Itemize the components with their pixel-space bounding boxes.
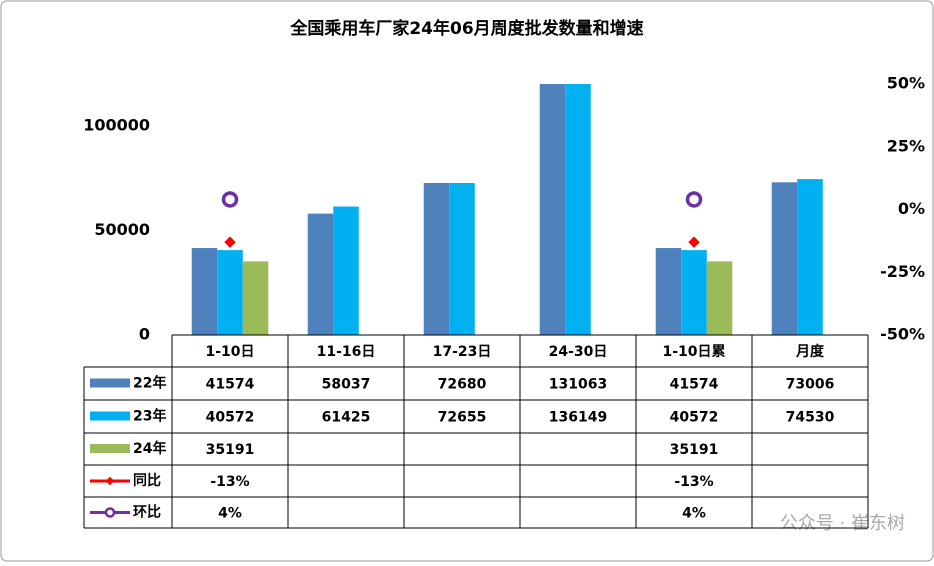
bar <box>333 206 359 335</box>
table-cell: -13% <box>210 474 249 490</box>
table-cell: 40572 <box>206 410 255 426</box>
x-tick-label: 月度 <box>795 343 825 360</box>
marker <box>221 191 239 208</box>
table-cell: 61425 <box>322 410 371 426</box>
bar <box>539 84 566 335</box>
bar <box>771 182 798 335</box>
watermark: 公众号 · 崔东树 <box>780 513 905 534</box>
table-cell: 131063 <box>549 377 607 393</box>
bar <box>423 182 450 335</box>
legend-label: 23年 <box>133 408 166 425</box>
marker <box>224 236 236 248</box>
table-cell: 4% <box>682 506 706 522</box>
table-cell: 4% <box>218 506 242 522</box>
y-tick-label: 50000 <box>94 220 150 239</box>
legend-key <box>90 411 130 421</box>
legend-label: 环比 <box>133 504 161 521</box>
y2-tick-label: 25% <box>887 136 925 155</box>
bar <box>242 261 269 335</box>
table-cell: 41574 <box>670 377 719 393</box>
bar <box>655 248 682 335</box>
bar <box>217 250 243 335</box>
legend-key <box>90 378 130 388</box>
marker <box>685 191 703 208</box>
table-cell: 35191 <box>670 442 719 458</box>
table-cell: 73006 <box>786 377 835 393</box>
y2-tick-label: -25% <box>880 262 925 281</box>
x-tick-label: 1-10日 <box>205 344 254 360</box>
legend-key <box>104 507 116 518</box>
x-tick-label: 1-10日累 <box>662 344 725 360</box>
y-tick-label: 100000 <box>83 115 150 134</box>
table-cell: 72655 <box>438 410 487 426</box>
table-cell: 41574 <box>206 377 255 393</box>
x-tick-label: 17-23日 <box>433 344 492 360</box>
legend-label: 22年 <box>133 375 166 392</box>
plot-area <box>191 84 823 335</box>
marker <box>688 236 700 248</box>
bar <box>565 84 591 335</box>
y-tick-label: 0 <box>139 325 150 344</box>
y2-tick-label: 50% <box>887 74 925 93</box>
bar <box>706 261 733 335</box>
table-cell: 58037 <box>322 377 371 393</box>
table-cell: 136149 <box>549 410 607 426</box>
legend-label: 24年 <box>133 440 166 457</box>
table-cell: 72680 <box>438 377 487 393</box>
bar <box>797 179 823 335</box>
table-cell: 35191 <box>206 442 255 458</box>
chart-title: 全国乘用车厂家24年06月周度批发数量和增速 <box>289 18 643 39</box>
table-cell: 40572 <box>670 410 719 426</box>
bar <box>681 250 707 335</box>
x-tick-label: 11-16日 <box>317 344 376 360</box>
y2-tick-label: -50% <box>880 325 925 344</box>
table-cell: -13% <box>674 474 713 490</box>
y2-tick-label: 0% <box>898 199 925 218</box>
x-tick-label: 24-30日 <box>549 344 608 360</box>
bar <box>307 213 334 335</box>
bar <box>191 248 218 335</box>
bar <box>449 183 475 335</box>
table-cell: 74530 <box>786 410 835 426</box>
legend-key <box>105 476 115 486</box>
legend-key <box>90 444 130 453</box>
legend-label: 同比 <box>133 472 161 489</box>
